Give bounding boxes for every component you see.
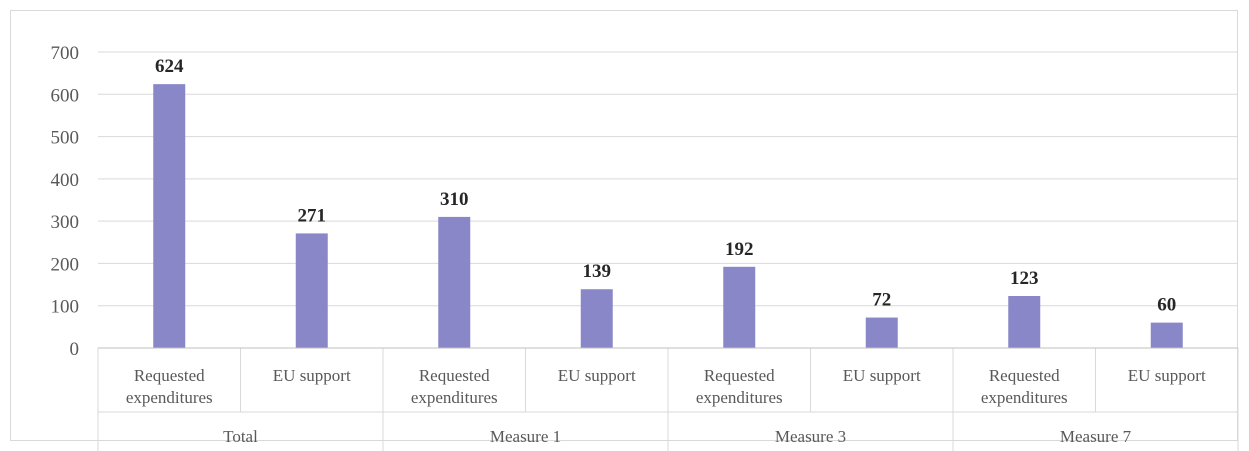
- x-tick-label: Requested: [704, 366, 775, 385]
- group-label: Total: [223, 427, 258, 446]
- x-tick-label: Requested: [134, 366, 205, 385]
- bar-measure-1-2: [438, 216, 471, 348]
- group-label: Measure 1: [490, 427, 561, 446]
- data-label: 310: [440, 189, 469, 210]
- x-tick-label: EU support: [273, 366, 351, 385]
- x-tick-label: EU support: [843, 366, 921, 385]
- x-tick-label: EU support: [558, 366, 636, 385]
- x-tick-label: expenditures: [696, 388, 783, 407]
- y-tick-label: 100: [51, 297, 80, 318]
- bar-measure-3-5: [865, 317, 898, 348]
- data-label: 271: [298, 205, 327, 226]
- y-tick-label: 0: [70, 339, 80, 360]
- y-tick-label: 500: [51, 128, 80, 149]
- bar-measure-1-3: [580, 289, 613, 348]
- y-tick-label: 700: [51, 43, 80, 64]
- bar-measure-3-4: [723, 266, 756, 348]
- group-label: Measure 3: [775, 427, 846, 446]
- x-tick-label: EU support: [1128, 366, 1206, 385]
- group-label: Measure 7: [1060, 427, 1132, 446]
- y-tick-label: 400: [51, 170, 80, 191]
- data-label: 192: [725, 239, 754, 260]
- bar-measure-7-6: [1008, 295, 1041, 348]
- x-tick-label: Requested: [989, 366, 1060, 385]
- bar-total-1: [295, 233, 328, 348]
- x-tick-label: Requested: [419, 366, 490, 385]
- data-label: 72: [872, 290, 891, 311]
- data-label: 123: [1010, 268, 1039, 289]
- bar-measure-7-7: [1150, 322, 1183, 348]
- y-tick-label: 300: [51, 212, 80, 233]
- data-label: 139: [583, 261, 612, 282]
- y-tick-label: 600: [51, 85, 80, 106]
- x-tick-label: expenditures: [981, 388, 1068, 407]
- x-tick-label: expenditures: [411, 388, 498, 407]
- data-label: 60: [1157, 295, 1176, 316]
- bar-total-0: [153, 84, 186, 348]
- y-tick-label: 200: [51, 254, 80, 275]
- data-label: 624: [155, 56, 184, 77]
- chart-frame: [10, 10, 1238, 441]
- x-tick-label: expenditures: [126, 388, 213, 407]
